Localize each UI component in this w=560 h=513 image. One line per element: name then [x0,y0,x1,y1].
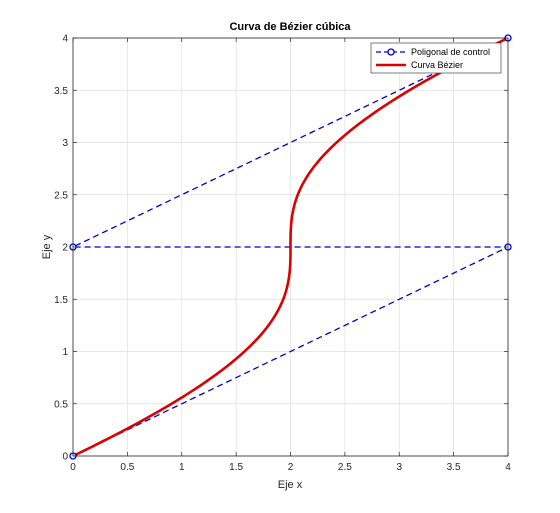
y-tick-label: 3 [62,138,68,149]
chart-title: Curva de Bézier cúbica [229,21,351,33]
y-tick-label: 0 [62,452,68,463]
y-tick-label: 1 [62,347,68,358]
x-tick-label: 1.5 [229,462,243,473]
y-tick-label: 0.5 [54,399,68,410]
y-tick-label: 4 [62,34,68,45]
y-tick-label: 3.5 [54,86,68,97]
legend: Poligonal de control Curva Bézier [370,42,502,74]
y-tick-label: 1.5 [54,295,68,306]
x-tick-label: 3 [396,462,402,473]
y-tick-label: 2.5 [54,190,68,201]
x-tick-label: 2.5 [338,462,352,473]
y-tick-label: 2 [62,243,68,254]
legend-label-control-polygon: Poligonal de control [411,47,490,57]
legend-marker-control-polygon-point [387,48,395,56]
x-axis-label: Eje x [278,479,303,491]
bezier-curve-line [71,36,510,458]
x-tick-label: 2 [288,462,294,473]
y-axis-label: Eje y [41,234,53,259]
x-tick-label: 1 [179,462,185,473]
legend-label-bezier-curve: Curva Bézier [411,60,463,70]
x-tick-label: 4 [505,462,511,473]
tick-layer: 0 0.5 1 1.5 2 2.5 3 3.5 4 0 0.5 1 1.5 2 2.5 3 3.5 4 [54,34,511,474]
legend-box [370,42,502,74]
x-tick-label: 0 [70,462,76,473]
x-tick-label: 0.5 [120,462,134,473]
x-tick-label: 3.5 [447,462,461,473]
